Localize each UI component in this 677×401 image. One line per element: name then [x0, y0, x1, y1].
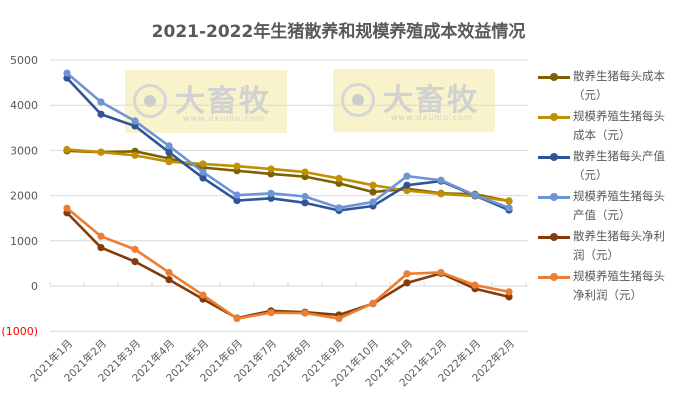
data-point	[131, 245, 139, 253]
watermark-logo-icon	[341, 83, 375, 117]
y-tick-label: 1000	[10, 235, 38, 248]
data-point	[437, 176, 445, 184]
series-line	[66, 211, 510, 320]
data-point	[63, 69, 71, 77]
data-point	[369, 181, 377, 189]
data-point	[267, 189, 275, 197]
legend-label: 规模养殖生猪每头成本（元）	[573, 109, 665, 142]
data-point	[97, 110, 105, 118]
watermark-2: 大畜牧 www.dxumu.com	[333, 69, 495, 132]
data-point	[267, 170, 275, 178]
watermark-brand: 大畜牧	[383, 83, 479, 118]
data-point	[199, 291, 207, 299]
data-point	[369, 188, 377, 196]
legend-label: 散养生猪每头净利润（元）	[573, 229, 665, 262]
data-point	[335, 179, 343, 187]
data-point	[505, 204, 513, 212]
legend-line-marker-icon	[538, 230, 570, 244]
legend: 散养生猪每头成本（元） 规模养殖生猪每头成本（元） 散养生猪每头产值（元） 规模养殖生…	[538, 69, 673, 310]
data-point	[165, 142, 173, 150]
legend-item: 规模养殖生猪每头净利润（元）	[538, 269, 673, 310]
legend-item: 规模养殖生猪每头产值（元）	[538, 189, 673, 230]
data-point	[403, 279, 411, 287]
data-point	[505, 293, 513, 301]
data-point	[301, 309, 309, 317]
data-point	[165, 158, 173, 166]
y-tick-label: 3000	[10, 144, 38, 157]
data-point	[437, 190, 445, 198]
y-tick-label: 2000	[10, 190, 38, 203]
series-line	[66, 148, 510, 203]
data-point	[403, 181, 411, 189]
data-point	[471, 281, 479, 289]
data-point	[505, 197, 513, 205]
data-point	[233, 162, 241, 170]
data-point	[199, 174, 207, 182]
legend-item: 规模养殖生猪每头成本（元）	[538, 109, 673, 150]
legend-line-marker-icon	[538, 270, 570, 284]
data-point	[301, 192, 309, 201]
data-point	[403, 187, 411, 195]
data-point	[471, 191, 479, 199]
data-point	[335, 204, 343, 212]
data-point	[267, 165, 275, 173]
legend-item: 散养生猪每头产值（元）	[538, 149, 673, 190]
data-point	[301, 168, 309, 176]
watermark-url: www.dxumu.com	[391, 113, 473, 122]
legend-label: 散养生猪每头成本（元）	[573, 69, 665, 102]
series-line	[66, 207, 510, 320]
watermark-logo-icon	[133, 84, 167, 118]
data-point	[97, 148, 105, 156]
data-point	[165, 276, 173, 284]
data-point	[199, 168, 207, 176]
data-point	[131, 122, 139, 130]
legend-item: 散养生猪每头净利润（元）	[538, 229, 673, 270]
data-point	[63, 204, 71, 212]
legend-label: 规模养殖生猪每头产值（元）	[573, 189, 665, 222]
data-point	[369, 299, 377, 307]
data-point	[131, 117, 139, 125]
data-point	[301, 199, 309, 207]
data-point	[437, 268, 445, 277]
legend-line-marker-icon	[538, 190, 570, 204]
data-point	[403, 270, 411, 278]
legend-line-marker-icon	[538, 110, 570, 124]
data-point	[267, 309, 275, 317]
series-line	[66, 72, 510, 210]
data-point	[165, 148, 173, 156]
series-line	[66, 77, 510, 212]
legend-label: 散养生猪每头产值（元）	[573, 149, 665, 182]
data-point	[267, 194, 275, 202]
data-point	[369, 198, 377, 206]
data-point	[335, 174, 343, 183]
legend-line-marker-icon	[538, 70, 570, 84]
chart-title: 2021-2022年生猪散养和规模养殖成本效益情况	[151, 22, 526, 42]
data-point	[131, 257, 139, 266]
legend-item: 散养生猪每头成本（元）	[538, 69, 673, 110]
data-point	[403, 172, 411, 180]
data-point	[335, 314, 343, 323]
data-point	[97, 98, 105, 106]
data-point	[233, 196, 241, 205]
y-tick-label: 5000	[10, 54, 38, 67]
data-point	[199, 160, 207, 168]
watermark-1: 大畜牧 www.dxumu.com	[125, 70, 287, 133]
data-point	[233, 191, 241, 199]
legend-line-marker-icon	[538, 150, 570, 164]
data-point	[233, 314, 241, 323]
data-point	[97, 243, 105, 252]
y-tick-label: 4000	[10, 99, 38, 112]
data-point	[165, 268, 173, 277]
legend-label: 规模养殖生猪每头净利润（元）	[573, 269, 665, 302]
y-tick-label: (1000)	[1, 325, 38, 338]
data-point	[505, 288, 513, 296]
data-point	[131, 151, 139, 159]
data-point	[63, 145, 71, 154]
y-tick-label: 0	[31, 280, 38, 293]
watermark-url: www.dxumu.com	[183, 114, 265, 123]
watermark-brand: 大畜牧	[175, 84, 271, 119]
data-point	[97, 232, 105, 240]
